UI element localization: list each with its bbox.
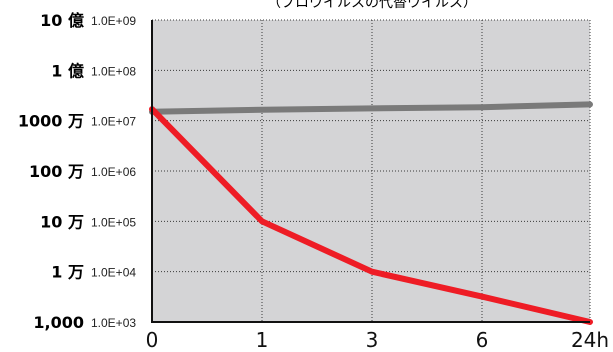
series-line-1 <box>149 106 593 325</box>
y-tick-label-jp: 1000 万 <box>18 112 84 131</box>
y-tick-label-jp: 100 万 <box>29 162 84 181</box>
y-tick-label-jp: 10 万 <box>40 212 84 231</box>
y-tick-label-sci: 1.0E+05 <box>91 215 136 229</box>
y-axis-tick-labels: 10 億 1.0E+09 1 億 1.0E+08 1000 万 1.0E+07 100 万 1… <box>18 11 136 332</box>
y-tick-label-jp: 1 万 <box>51 263 84 282</box>
chart-subtitle: （ブロウイルスの代替ウイルス） <box>267 0 477 11</box>
y-tick-label-sci: 1.0E+03 <box>91 316 136 330</box>
x-tick-label: 3 <box>366 328 379 352</box>
y-tick-label-jp: 1 億 <box>51 61 84 80</box>
y-tick-label-sci: 1.0E+04 <box>91 266 136 280</box>
y-tick-label-sci: 1.0E+09 <box>91 14 136 28</box>
y-tick-label-sci: 1.0E+08 <box>91 64 136 78</box>
x-tick-label: 6 <box>476 328 489 352</box>
y-tick-label-jp: 1,000 <box>33 313 84 332</box>
series-lines <box>149 101 593 325</box>
y-tick-label-jp: 10 億 <box>40 11 84 30</box>
x-tick-label: 0 <box>146 328 159 352</box>
y-tick-label-sci: 1.0E+06 <box>91 165 136 179</box>
x-tick-label: 1 <box>256 328 269 352</box>
series-line-0 <box>149 101 593 115</box>
y-tick-label-sci: 1.0E+07 <box>91 115 136 129</box>
grid-lines <box>152 19 591 322</box>
x-tick-label: 24h <box>571 328 609 352</box>
x-axis-tick-labels: 0 1 3 6 24h <box>146 328 609 352</box>
